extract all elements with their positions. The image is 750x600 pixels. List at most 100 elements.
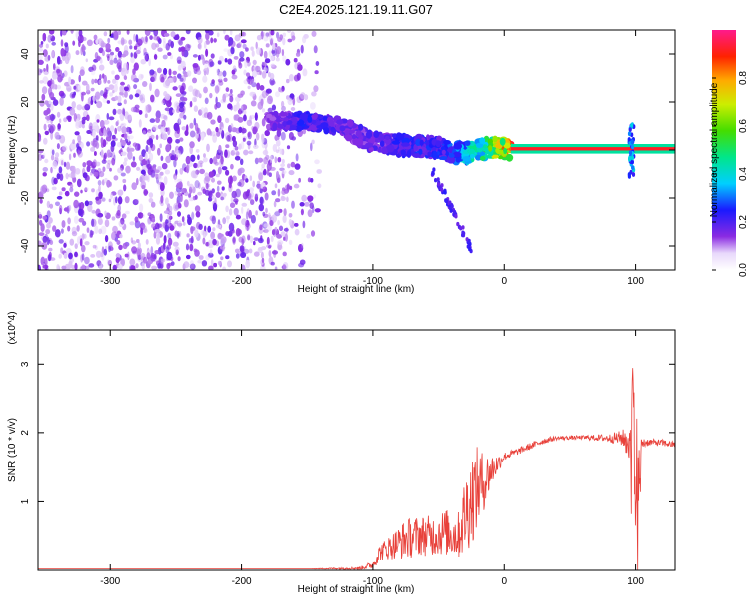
noise-speckle — [231, 127, 238, 133]
noise-speckle — [276, 46, 282, 55]
noise-speckle — [253, 251, 260, 257]
noise-speckle — [40, 185, 46, 195]
noise-speckle — [301, 194, 308, 202]
noise-speckle — [177, 222, 183, 227]
doppler-spike-blob — [628, 155, 632, 161]
noise-speckle — [149, 138, 153, 144]
noise-speckle — [215, 96, 218, 105]
noise-speckle — [237, 168, 242, 176]
noise-speckle — [88, 200, 93, 206]
spectrogram-x-axis: -300 -200 -100 0 100 — [100, 30, 644, 287]
noise-speckle — [111, 216, 116, 221]
noise-speckle — [100, 90, 104, 97]
noise-speckle — [264, 58, 271, 64]
noise-speckle — [231, 69, 236, 75]
noise-speckle — [49, 30, 55, 35]
noise-speckle — [250, 191, 255, 198]
noise-speckle — [75, 168, 81, 175]
noise-speckle — [244, 59, 248, 69]
noise-speckle — [165, 197, 169, 206]
y-tick-label: 3 — [20, 361, 31, 367]
noise-speckle — [252, 70, 257, 78]
noise-speckle — [155, 110, 161, 119]
doppler-track-blob — [288, 125, 297, 131]
noise-speckle — [121, 213, 127, 219]
noise-speckle — [275, 149, 280, 154]
noise-speckle — [188, 197, 195, 202]
noise-speckle — [182, 221, 186, 226]
noise-speckle — [210, 119, 216, 125]
noise-speckle — [61, 220, 66, 228]
noise-speckle — [249, 175, 253, 182]
noise-speckle — [240, 104, 244, 111]
noise-speckle — [178, 115, 181, 124]
noise-speckle — [124, 196, 130, 204]
noise-speckle — [53, 63, 56, 71]
noise-speckle — [307, 177, 312, 183]
noise-speckle — [157, 176, 163, 181]
doppler-track-blob — [322, 116, 329, 121]
noise-speckle — [45, 229, 51, 235]
noise-speckle — [233, 207, 239, 216]
noise-speckle — [90, 230, 95, 236]
noise-speckle — [264, 147, 268, 156]
noise-speckle — [104, 219, 110, 228]
noise-speckle — [65, 172, 69, 180]
noise-speckle — [288, 239, 293, 245]
noise-speckle — [259, 85, 265, 91]
noise-speckle — [44, 100, 49, 105]
noise-speckle — [52, 72, 58, 80]
noise-speckle — [103, 128, 106, 137]
doppler-track-blob — [453, 142, 463, 150]
noise-speckle — [54, 131, 60, 140]
noise-speckle — [183, 114, 187, 120]
noise-speckle — [126, 147, 130, 153]
noise-speckle — [194, 106, 197, 111]
noise-speckle — [115, 121, 119, 127]
noise-speckle — [112, 89, 115, 94]
noise-speckle — [189, 243, 194, 252]
noise-speckle — [273, 200, 277, 208]
noise-speckle — [60, 150, 64, 155]
noise-speckle — [286, 196, 289, 203]
doppler-track-blob — [482, 144, 488, 149]
noise-speckle — [94, 91, 101, 100]
noise-speckle — [278, 225, 284, 232]
noise-speckle — [98, 228, 103, 235]
noise-speckle — [169, 225, 175, 231]
noise-speckle — [95, 196, 100, 201]
noise-speckle — [97, 218, 103, 225]
noise-speckle — [172, 70, 177, 75]
noise-speckle — [99, 64, 105, 71]
doppler-track-blob — [351, 134, 357, 140]
noise-speckle — [208, 30, 214, 36]
noise-speckle — [263, 67, 268, 73]
noise-speckle — [197, 43, 201, 49]
noise-speckle — [56, 111, 61, 118]
noise-speckle — [166, 251, 173, 261]
noise-speckle — [202, 188, 207, 194]
noise-speckle — [159, 143, 162, 149]
noise-speckle — [236, 43, 241, 49]
noise-speckle — [96, 119, 100, 123]
doppler-track-blob — [344, 134, 353, 142]
noise-speckle — [50, 131, 53, 140]
noise-speckle — [39, 69, 43, 73]
noise-speckle — [274, 211, 281, 217]
noise-speckle — [310, 230, 316, 237]
noise-speckle — [252, 180, 256, 188]
noise-speckle — [80, 254, 84, 263]
noise-speckle — [261, 62, 267, 66]
doppler-track-blob — [503, 142, 511, 149]
noise-speckle — [250, 199, 255, 206]
noise-speckle — [275, 57, 280, 62]
noise-speckle — [76, 143, 80, 149]
noise-speckle — [117, 167, 123, 174]
noise-speckle — [173, 203, 179, 212]
noise-speckle — [130, 52, 133, 58]
noise-speckle — [212, 158, 218, 165]
noise-speckle — [73, 215, 79, 224]
noise-speckle — [279, 148, 284, 155]
noise-speckle — [70, 30, 74, 34]
noise-speckle — [69, 186, 74, 193]
